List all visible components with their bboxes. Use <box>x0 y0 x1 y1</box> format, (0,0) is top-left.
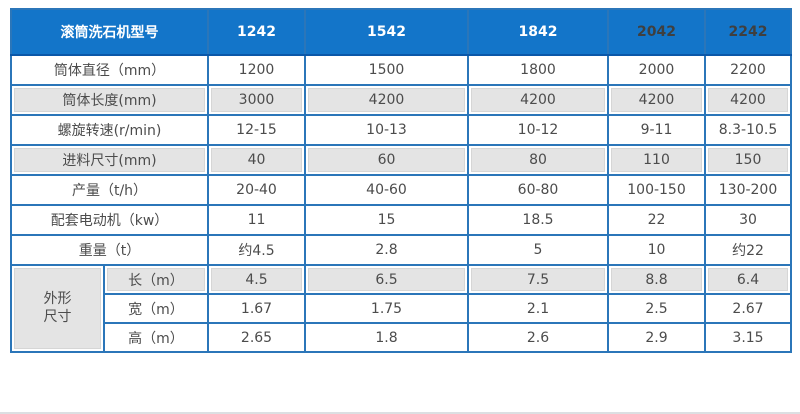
row-dimension-height: 高（m） 2.65 1.8 2.6 2.9 3.15 <box>11 322 792 353</box>
cell-value: 约4.5 <box>207 234 306 266</box>
cell-value: 1.8 <box>304 322 469 353</box>
cell-value: 8.3-10.5 <box>704 114 792 146</box>
cell-value: 约22 <box>704 234 792 266</box>
cell-value: 1200 <box>207 54 306 86</box>
cell-value: 3000 <box>207 84 306 116</box>
cell-value: 1500 <box>304 54 469 86</box>
cell-value: 40-60 <box>304 174 469 206</box>
cell-value: 11 <box>207 204 306 236</box>
cell-value: 2200 <box>704 54 792 86</box>
dimension-group-line1: 外形 <box>43 291 72 307</box>
row-dimension-length: 外形 尺寸 长（m） 4.5 6.5 7.5 8.8 6.4 <box>10 264 792 353</box>
row-label: 重量（t） <box>10 234 209 266</box>
cell-value: 10-12 <box>467 114 609 146</box>
cell-value: 100-150 <box>607 174 706 206</box>
row-label: 螺旋转速(r/min) <box>10 114 209 146</box>
table-body: 筒体直径（mm） 1200 1500 1800 2000 2200 筒体长度(m… <box>10 54 792 353</box>
cell-value: 2.65 <box>207 322 306 353</box>
cell-value: 22 <box>607 204 706 236</box>
row-label: 长（m） <box>103 264 209 295</box>
cell-value: 2.67 <box>704 293 792 324</box>
cell-value: 60 <box>304 144 469 176</box>
cell-value: 2000 <box>607 54 706 86</box>
row-label: 筒体长度(mm) <box>10 84 209 116</box>
cell-value: 1.67 <box>207 293 306 324</box>
cell-value: 2.8 <box>304 234 469 266</box>
row-label: 配套电动机（kw） <box>10 204 209 236</box>
row-drum-diameter: 筒体直径（mm） 1200 1500 1800 2000 2200 <box>10 54 792 86</box>
header-model-label: 滚筒洗石机型号 <box>10 8 209 56</box>
header-model-2242: 2242 <box>704 8 792 56</box>
row-label: 进料尺寸(mm) <box>10 144 209 176</box>
cell-value: 10-13 <box>304 114 469 146</box>
table-header: 滚筒洗石机型号 1242 1542 1842 2042 2242 <box>10 8 792 56</box>
cell-value: 10 <box>607 234 706 266</box>
cell-value: 6.4 <box>704 264 792 295</box>
header-model-1542: 1542 <box>304 8 469 56</box>
header-model-1242: 1242 <box>207 8 306 56</box>
header-row: 滚筒洗石机型号 1242 1542 1842 2042 2242 <box>10 8 792 56</box>
cell-value: 8.8 <box>607 264 706 295</box>
header-model-2042: 2042 <box>607 8 706 56</box>
cell-value: 130-200 <box>704 174 792 206</box>
cell-value: 18.5 <box>467 204 609 236</box>
cell-value: 7.5 <box>467 264 609 295</box>
cell-value: 40 <box>207 144 306 176</box>
cell-value: 1.75 <box>304 293 469 324</box>
cell-value: 4200 <box>704 84 792 116</box>
spec-table: 滚筒洗石机型号 1242 1542 1842 2042 2242 筒体直径（mm… <box>10 8 792 353</box>
cell-value: 9-11 <box>607 114 706 146</box>
cell-value: 80 <box>467 144 609 176</box>
cell-value: 2.6 <box>467 322 609 353</box>
row-motor-power: 配套电动机（kw） 11 15 18.5 22 30 <box>10 204 792 236</box>
cell-value: 150 <box>704 144 792 176</box>
cell-value: 5 <box>467 234 609 266</box>
dimension-group-label: 外形 尺寸 <box>10 264 105 353</box>
row-label: 高（m） <box>103 322 209 353</box>
cell-value: 60-80 <box>467 174 609 206</box>
cell-value: 30 <box>704 204 792 236</box>
cell-value: 6.5 <box>304 264 469 295</box>
cell-value: 3.15 <box>704 322 792 353</box>
row-feed-size: 进料尺寸(mm) 40 60 80 110 150 <box>10 144 792 176</box>
row-spiral-speed: 螺旋转速(r/min) 12-15 10-13 10-12 9-11 8.3-1… <box>10 114 792 146</box>
row-label: 宽（m） <box>103 293 209 324</box>
row-dimension-width: 宽（m） 1.67 1.75 2.1 2.5 2.67 <box>11 293 792 324</box>
cell-value: 12-15 <box>207 114 306 146</box>
cell-value: 1800 <box>467 54 609 86</box>
cell-value: 2.5 <box>607 293 706 324</box>
cell-value: 4.5 <box>207 264 306 295</box>
row-weight: 重量（t） 约4.5 2.8 5 10 约22 <box>10 234 792 266</box>
cell-value: 4200 <box>607 84 706 116</box>
cell-value: 2.9 <box>607 322 706 353</box>
row-label: 产量（t/h） <box>10 174 209 206</box>
header-model-1842: 1842 <box>467 8 609 56</box>
page-bottom-divider <box>0 412 800 414</box>
row-capacity: 产量（t/h） 20-40 40-60 60-80 100-150 130-20… <box>10 174 792 206</box>
cell-value: 110 <box>607 144 706 176</box>
row-label: 筒体直径（mm） <box>10 54 209 86</box>
cell-value: 4200 <box>304 84 469 116</box>
dimension-group-line2: 尺寸 <box>43 308 72 325</box>
cell-value: 4200 <box>467 84 609 116</box>
cell-value: 15 <box>304 204 469 236</box>
row-drum-length: 筒体长度(mm) 3000 4200 4200 4200 4200 <box>10 84 792 116</box>
cell-value: 20-40 <box>207 174 306 206</box>
cell-value: 2.1 <box>467 293 609 324</box>
